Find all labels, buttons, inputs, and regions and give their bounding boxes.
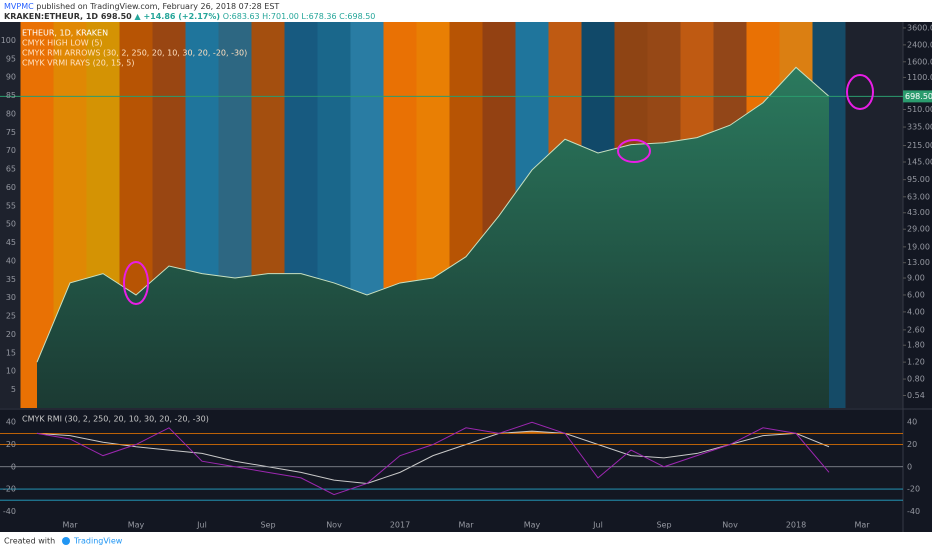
rmi-y2-tick-label: -40 (907, 507, 920, 516)
legend-series: ETHEUR, 1D, KRAKEN (22, 29, 108, 38)
axes: 698.50 5 10 15 20 25 30 35 40 45 50 55 60 65 70 75 80 85 9… (1, 23, 932, 530)
x-tick-label: 2018 (786, 521, 806, 530)
y2-tick-label: 1100.00 (907, 73, 932, 82)
legend-indicator: CMYK VRMI RAYS (20, 15, 5) (22, 59, 134, 68)
footer-created: Created with (4, 537, 55, 546)
rmi-y2-tick-label: 20 (907, 440, 917, 449)
x-tick-label: 2017 (390, 521, 410, 530)
published: published on TradingView.com, February 2… (36, 2, 279, 11)
rmi-y-tick-label: 40 (6, 418, 16, 427)
price-marker-label: 698.50 (905, 92, 932, 101)
y2-tick-label: 29.00 (907, 225, 930, 234)
annotation-circle (617, 139, 651, 163)
x-tick-label: Mar (854, 521, 870, 530)
rmi-y-tick-label: 20 (6, 440, 16, 449)
y2-tick-label: 1.80 (907, 341, 925, 350)
y-tick-label: 10 (6, 367, 16, 376)
y2-tick-label: 2400.00 (907, 40, 932, 49)
y2-tick-label: 63.00 (907, 192, 930, 201)
rmi-y-tick-label: -20 (3, 485, 16, 494)
y-tick-label: 60 (6, 183, 16, 192)
y-tick-label: 85 (6, 91, 16, 100)
y2-tick-label: 13.00 (907, 258, 930, 267)
y2-tick-label: 19.00 (907, 242, 930, 251)
y-tick-label: 5 (11, 385, 16, 394)
y-tick-label: 75 (6, 128, 16, 137)
legend-indicator: CMYK HIGH LOW (5) (22, 39, 103, 48)
x-tick-label: Jul (592, 521, 603, 530)
y2-tick-label: 0.80 (907, 375, 925, 384)
y2-tick-label: 95.00 (907, 175, 930, 184)
y-tick-label: 30 (6, 293, 16, 302)
y-tick-label: 55 (6, 201, 16, 210)
y-tick-label: 90 (6, 73, 16, 82)
x-tick-label: Mar (458, 521, 474, 530)
y2-tick-label: 6.00 (907, 290, 925, 299)
annotation-circle (846, 74, 874, 110)
x-tick-label: May (524, 521, 541, 530)
rmi-y2-tick-label: -20 (907, 485, 920, 494)
y-tick-label: 65 (6, 165, 16, 174)
x-tick-label: Sep (656, 521, 671, 530)
rmi-pane (0, 410, 903, 518)
symbol: KRAKEN:ETHEUR, 1D (4, 12, 98, 21)
y-tick-label: 100 (1, 36, 16, 45)
y2-tick-label: 9.00 (907, 274, 925, 283)
x-tick-label: Nov (722, 521, 738, 530)
y-tick-label: 95 (6, 54, 16, 63)
rmi-plot (0, 421, 903, 501)
y2-tick-label: 4.00 (907, 307, 925, 316)
y2-tick-label: 335.00 (907, 123, 932, 132)
rmi-y2-tick-label: 40 (907, 418, 917, 427)
x-tick-label: May (128, 521, 145, 530)
change: ▲ +14.86 (+2.17%) (135, 12, 221, 21)
header-line: MVPMC published on TradingView.com, Febr… (4, 2, 279, 11)
y2-tick-label: 510.00 (907, 105, 932, 114)
rmi-y2-tick-label: 0 (907, 462, 912, 471)
legend-indicator: CMYK RMI ARROWS (30, 2, 250, 20, 10, 30,… (22, 49, 247, 58)
y-tick-label: 70 (6, 146, 16, 155)
x-tick-label: Jul (196, 521, 207, 530)
y-tick-label: 45 (6, 238, 16, 247)
footer-brand: TradingView (73, 537, 123, 546)
y2-tick-label: 1600.00 (907, 57, 932, 66)
rmi-y-tick-label: 0 (11, 462, 16, 471)
y2-tick-label: 3600.00 (907, 23, 932, 32)
main-plot (0, 22, 903, 408)
price-line (36, 66, 830, 363)
x-tick-label: Mar (62, 521, 78, 530)
price-area (37, 67, 829, 408)
y-tick-label: 80 (6, 109, 16, 118)
y2-tick-label: 43.00 (907, 208, 930, 217)
last: 698.50 (101, 12, 132, 21)
ohlc: O:683.63 H:701.00 L:678.36 C:698.50 (223, 12, 376, 21)
rmi-line (36, 421, 830, 496)
rmi-line (36, 430, 830, 484)
y-tick-label: 40 (6, 256, 16, 265)
annotation-circle (123, 261, 149, 305)
tv-logo (62, 537, 70, 545)
y-tick-label: 35 (6, 275, 16, 284)
x-tick-label: Sep (260, 521, 275, 530)
y2-tick-label: 2.60 (907, 325, 925, 334)
rmi-title: CMYK RMI (30, 2, 250, 20, 10, 30, 20, -2… (22, 415, 209, 424)
y2-tick-label: 0.54 (907, 391, 925, 400)
y2-tick-label: 215.00 (907, 141, 932, 150)
y2-tick-label: 1.20 (907, 358, 925, 367)
price-marker-tag (903, 90, 932, 103)
x-tick-label: Nov (326, 521, 342, 530)
rmi-y-tick-label: -40 (3, 507, 16, 516)
publisher: MVPMC (4, 2, 34, 11)
y-tick-label: 20 (6, 330, 16, 339)
symbol-line: KRAKEN:ETHEUR, 1D 698.50 ▲ +14.86 (+2.17… (4, 12, 375, 21)
y-tick-label: 50 (6, 220, 16, 229)
y-tick-label: 25 (6, 312, 16, 321)
y2-tick-label: 145.00 (907, 158, 932, 167)
y-tick-label: 15 (6, 348, 16, 357)
